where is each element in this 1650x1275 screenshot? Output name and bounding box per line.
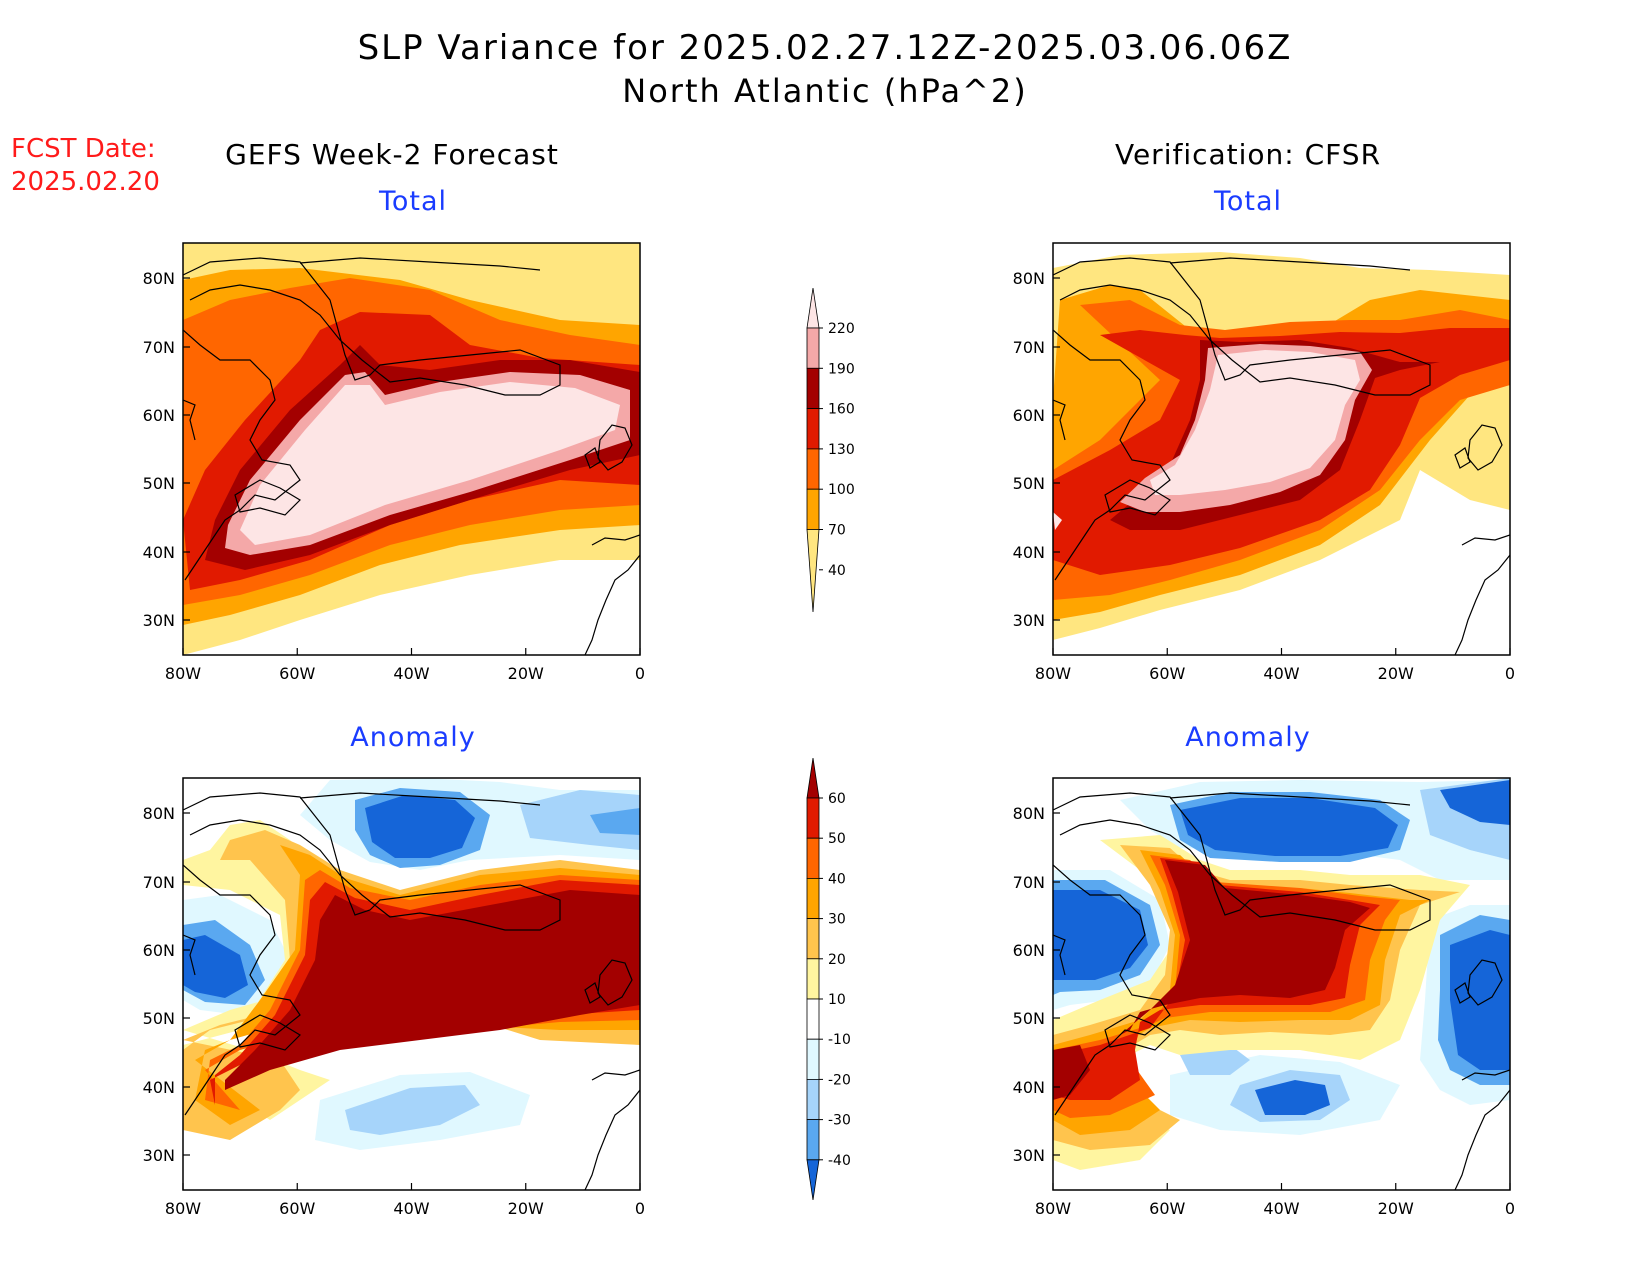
lon-tick-label: 40W [393, 664, 429, 683]
colorbar-segment [806, 837, 820, 879]
lat-tick-label: 40N [143, 1078, 175, 1097]
colorbar-label: 60 [828, 791, 846, 807]
colorbar-bottom-triangle [806, 529, 820, 613]
colorbar-label: 70 [828, 523, 846, 539]
lon-tick-label: 0 [1505, 664, 1515, 683]
lon-tick-label: 0 [635, 1199, 645, 1218]
lon-tick-label: 60W [1149, 664, 1185, 683]
main-subtitle: North Atlantic (hPa^2) [622, 72, 1028, 110]
colorbar-label: 30 [828, 912, 846, 928]
lon-tick-label: 40W [1263, 664, 1299, 683]
lat-tick-label: 70N [143, 338, 175, 357]
lat-tick-label: 80N [1013, 804, 1045, 823]
lon-tick-label: 20W [1378, 664, 1414, 683]
colorbar-segment [806, 918, 820, 960]
lon-tick-label: 20W [1378, 1199, 1414, 1218]
fcst-date-value: 2025.02.20 [11, 167, 160, 197]
lat-tick-label: 60N [143, 941, 175, 960]
lon-tick-label: 40W [393, 1199, 429, 1218]
colorbar-label: 50 [828, 831, 846, 847]
lat-tick-label: 60N [143, 406, 175, 425]
colorbar-label: -40 [828, 1153, 851, 1169]
colorbar-label: 100 [828, 482, 855, 498]
lon-tick-label: 80W [1035, 664, 1071, 683]
colorbar-segment [806, 1079, 820, 1121]
lat-tick-label: 80N [143, 269, 175, 288]
map-panel-cfsr-total [1052, 242, 1511, 656]
colorbar-segment [806, 408, 820, 450]
colorbar-label: 160 [828, 402, 855, 418]
colorbar-segment [806, 488, 820, 530]
colorbar-label: 220 [828, 321, 855, 337]
colorbar-label: 20 [828, 952, 846, 968]
lat-tick-label: 70N [143, 873, 175, 892]
lon-tick-label: 40W [1263, 1199, 1299, 1218]
lat-tick-label: 30N [143, 611, 175, 630]
lat-tick-label: 40N [143, 543, 175, 562]
lat-tick-label: 70N [1013, 338, 1045, 357]
colorbar-bottom-triangle [806, 1159, 820, 1201]
lat-tick-label: 30N [143, 1146, 175, 1165]
colorbar-label: 130 [828, 442, 855, 458]
colorbar-segment [806, 998, 820, 1040]
lat-tick-label: 40N [1013, 1078, 1045, 1097]
main-title: SLP Variance for 2025.02.27.12Z-2025.03.… [357, 28, 1293, 68]
lon-tick-label: 20W [508, 1199, 544, 1218]
colorbar-label: 40 [828, 563, 846, 579]
lon-tick-label: 0 [1505, 1199, 1515, 1218]
colorbar-label: -30 [828, 1113, 851, 1129]
lat-tick-label: 50N [1013, 1009, 1045, 1028]
lat-tick-label: 60N [1013, 406, 1045, 425]
lat-tick-label: 70N [1013, 873, 1045, 892]
colorbar-anomaly: 60 50 40 30 20 10 -10 -20 -30 -40 [806, 757, 851, 1201]
colorbar-label: 190 [828, 361, 855, 377]
colorbar-label: -20 [828, 1072, 851, 1088]
axes-layer: 80N 70N 60N 50N 40N 30N 80W 60W 40W 20W 0 80N 70N 60N… [143, 269, 1515, 1218]
lat-tick-label: 50N [1013, 474, 1045, 493]
colorbar-segment [806, 367, 820, 409]
right-column-title: Verification: CFSR [1114, 138, 1382, 171]
map-panel-fcst-total [182, 242, 641, 656]
lon-tick-label: 60W [1149, 1199, 1185, 1218]
lon-tick-label: 80W [165, 664, 201, 683]
fcst-date-label: FCST Date: [11, 134, 156, 164]
colorbar-top-triangle [806, 757, 820, 799]
colorbar-label: 40 [828, 871, 846, 887]
lon-tick-label: 0 [635, 664, 645, 683]
map-panel-fcst-anomaly [182, 777, 641, 1191]
colorbar-segment [806, 1038, 820, 1080]
lat-tick-label: 80N [143, 804, 175, 823]
lon-tick-label: 60W [279, 664, 315, 683]
colorbar-segment [806, 958, 820, 1000]
colorbar-label: -10 [828, 1032, 851, 1048]
colorbar-total: 220 190 160 130 100 70 40 [806, 287, 855, 613]
lat-tick-label: 60N [1013, 941, 1045, 960]
left-column-title: GEFS Week-2 Forecast [225, 138, 559, 171]
lat-tick-label: 40N [1013, 543, 1045, 562]
panel-title-cfsr-total: Total [1213, 186, 1283, 217]
lon-tick-label: 20W [508, 664, 544, 683]
colorbar-label: 10 [828, 992, 846, 1008]
colorbar-segment [806, 448, 820, 490]
panel-title-fcst-anomaly: Anomaly [350, 722, 476, 753]
colorbar-segment [806, 878, 820, 920]
panel-title-fcst-total: Total [378, 186, 448, 217]
lat-tick-label: 30N [1013, 611, 1045, 630]
lon-tick-label: 60W [279, 1199, 315, 1218]
lat-tick-label: 80N [1013, 269, 1045, 288]
colorbar-segment [806, 1119, 820, 1161]
lat-tick-label: 50N [143, 474, 175, 493]
lon-tick-label: 80W [165, 1199, 201, 1218]
lat-tick-label: 50N [143, 1009, 175, 1028]
lon-tick-label: 80W [1035, 1199, 1071, 1218]
lat-tick-label: 30N [1013, 1146, 1045, 1165]
colorbar-segment [806, 797, 820, 839]
colorbar-segment [806, 327, 820, 369]
panel-title-cfsr-anomaly: Anomaly [1185, 722, 1311, 753]
map-panel-cfsr-anomaly [1052, 777, 1511, 1191]
colorbar-top-triangle [806, 287, 820, 329]
